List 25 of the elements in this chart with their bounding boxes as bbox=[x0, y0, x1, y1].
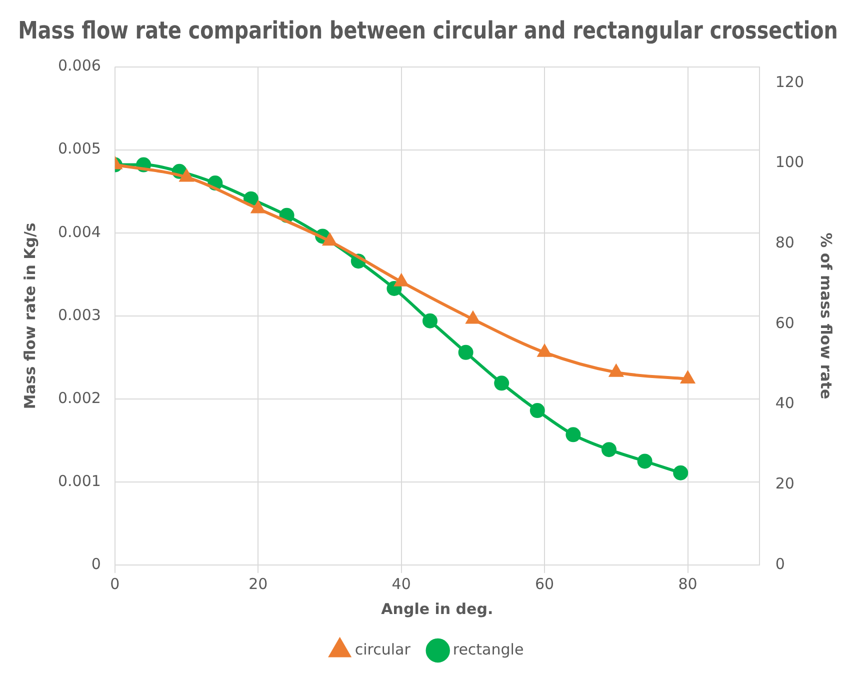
x-tick-label: 0 bbox=[110, 574, 120, 593]
y-tick-label: 0.005 bbox=[58, 140, 101, 158]
y-axis-title: Mass flow rate in Kg/s bbox=[20, 222, 39, 410]
y-tick-label: 0.003 bbox=[58, 306, 101, 324]
y2-tick-label: 100 bbox=[775, 153, 804, 172]
y-tick-label: 0.006 bbox=[58, 56, 101, 75]
chart-title: Mass flow rate comparition between circular and rectangular crossection bbox=[18, 18, 838, 46]
y2-axis-title: % of mass flow rate bbox=[817, 232, 836, 400]
y-tick-label: 0.002 bbox=[58, 388, 101, 407]
x-tick-label: 40 bbox=[392, 574, 411, 593]
y2-tick-label: 40 bbox=[775, 394, 794, 412]
x-axis-title: Angle in deg. bbox=[381, 600, 494, 618]
y-tick-label: 0.004 bbox=[58, 222, 101, 241]
y2-tick-label: 20 bbox=[775, 474, 794, 493]
x-tick-label: 60 bbox=[535, 574, 554, 593]
y-tick-label: 0 bbox=[91, 554, 101, 573]
x-tick-label: 80 bbox=[678, 574, 698, 593]
legend-label: rectangle bbox=[452, 640, 524, 658]
y2-tick-label: 0 bbox=[775, 554, 785, 573]
legend-label: circular bbox=[354, 640, 412, 658]
y-tick-label: 0.001 bbox=[58, 472, 101, 490]
y2-tick-label: 60 bbox=[775, 314, 794, 332]
x-tick-label: 20 bbox=[248, 574, 268, 593]
y2-tick-label: 120 bbox=[775, 72, 804, 91]
y2-tick-label: 80 bbox=[775, 233, 794, 252]
